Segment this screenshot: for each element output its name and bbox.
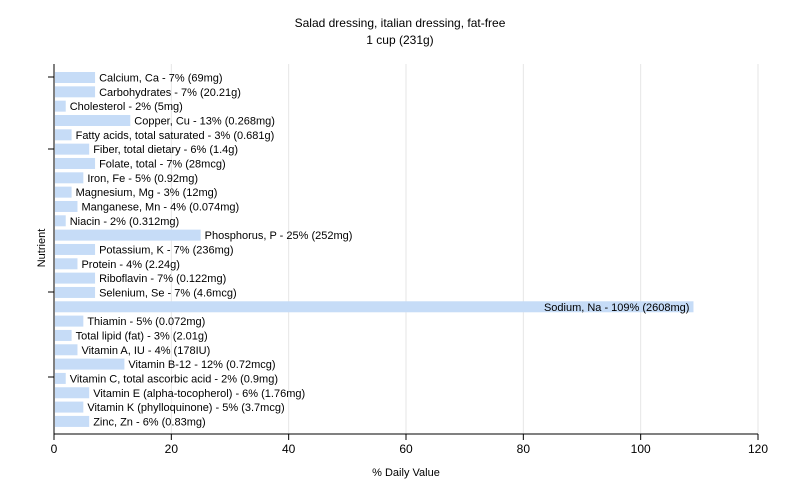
- bar: [55, 329, 72, 341]
- bar: [55, 86, 96, 98]
- bar: [55, 172, 84, 184]
- bar-data-label: Cholesterol - 2% (5mg): [70, 101, 183, 113]
- bar: [55, 215, 66, 227]
- bar-data-label: Calcium, Ca - 7% (69mg): [99, 73, 222, 85]
- bar: [55, 143, 90, 155]
- bar-data-label: Niacin - 2% (0.312mg): [70, 216, 179, 228]
- bar: [55, 157, 96, 169]
- bar: [55, 401, 84, 413]
- x-axis-title: % Daily Value: [372, 467, 440, 479]
- bar-data-label: Selenium, Se - 7% (4.6mcg): [99, 287, 237, 299]
- bar-data-label: Copper, Cu - 13% (0.268mg): [134, 115, 275, 127]
- bar: [55, 72, 96, 83]
- gridlines: [170, 64, 759, 434]
- bar: [55, 229, 201, 241]
- bar: [55, 272, 96, 284]
- bar-data-label: Total lipid (fat) - 3% (2.01g): [76, 330, 208, 342]
- bar-data-label: Vitamin A, IU - 4% (178IU): [81, 345, 210, 357]
- bar-data-label: Thiamin - 5% (0.072mg): [87, 316, 205, 328]
- bar-data-label: Riboflavin - 7% (0.122mg): [99, 273, 226, 285]
- chart-subtitle: 1 cup (231g): [366, 33, 433, 47]
- bar-data-label: Carbohydrates - 7% (20.21g): [99, 87, 241, 99]
- x-tick-label: 40: [282, 442, 296, 456]
- bar: [55, 100, 66, 112]
- bar: [55, 114, 131, 126]
- bar-data-label: Protein - 4% (2.24g): [81, 259, 179, 271]
- bar-data-label: Folate, total - 7% (28mcg): [99, 158, 226, 170]
- bar: [55, 243, 96, 255]
- x-tick-label: 120: [748, 442, 768, 456]
- bar-data-label: Vitamin C, total ascorbic acid - 2% (0.9…: [70, 373, 278, 385]
- bar-labels: Calcium, Ca - 7% (69mg) Carbohydrates - 7…: [70, 73, 690, 429]
- x-tick-label: 80: [517, 442, 531, 456]
- bar: [55, 315, 84, 327]
- x-tick-label: 20: [165, 442, 179, 456]
- bar: [55, 286, 96, 298]
- bar: [55, 200, 78, 212]
- bar-data-label: Vitamin B-12 - 12% (0.72mcg): [128, 359, 275, 371]
- x-tick-label: 0: [51, 442, 58, 456]
- bar-data-label: Vitamin K (phylloquinone) - 5% (3.7mcg): [87, 402, 284, 414]
- bar-data-label: Phosphorus, P - 25% (252mg): [205, 230, 353, 242]
- bar: [55, 258, 78, 270]
- bar-data-label: Iron, Fe - 5% (0.92mg): [87, 173, 198, 185]
- bar-data-label: Fatty acids, total saturated - 3% (0.681…: [76, 130, 275, 142]
- bar-data-label: Magnesium, Mg - 3% (12mg): [76, 187, 218, 199]
- bar: [55, 372, 66, 384]
- x-tick-label: 60: [399, 442, 413, 456]
- axes: 0 20 40 60 80 100 120: [48, 64, 768, 456]
- bar: [55, 415, 90, 427]
- bar: [55, 344, 78, 356]
- chart-title: Salad dressing, italian dressing, fat-fr…: [295, 16, 506, 30]
- bar: [55, 186, 72, 198]
- bar: [55, 129, 72, 141]
- bar: [55, 387, 90, 399]
- bar-data-label: Vitamin E (alpha-tocopherol) - 6% (1.76m…: [93, 388, 305, 400]
- bar: [55, 358, 125, 370]
- x-tick-label: 100: [631, 442, 651, 456]
- bar: [55, 301, 694, 313]
- bar-data-label: Zinc, Zn - 6% (0.83mg): [93, 416, 205, 428]
- y-axis-title: Nutrient: [36, 229, 48, 268]
- bar-data-label: Sodium, Na - 109% (2608mg): [544, 302, 690, 314]
- bar-data-label: Potassium, K - 7% (236mg): [99, 244, 234, 256]
- bar-data-label: Manganese, Mn - 4% (0.074mg): [81, 201, 239, 213]
- bar-data-label: Fiber, total dietary - 6% (1.4g): [93, 144, 238, 156]
- bars: [55, 72, 694, 427]
